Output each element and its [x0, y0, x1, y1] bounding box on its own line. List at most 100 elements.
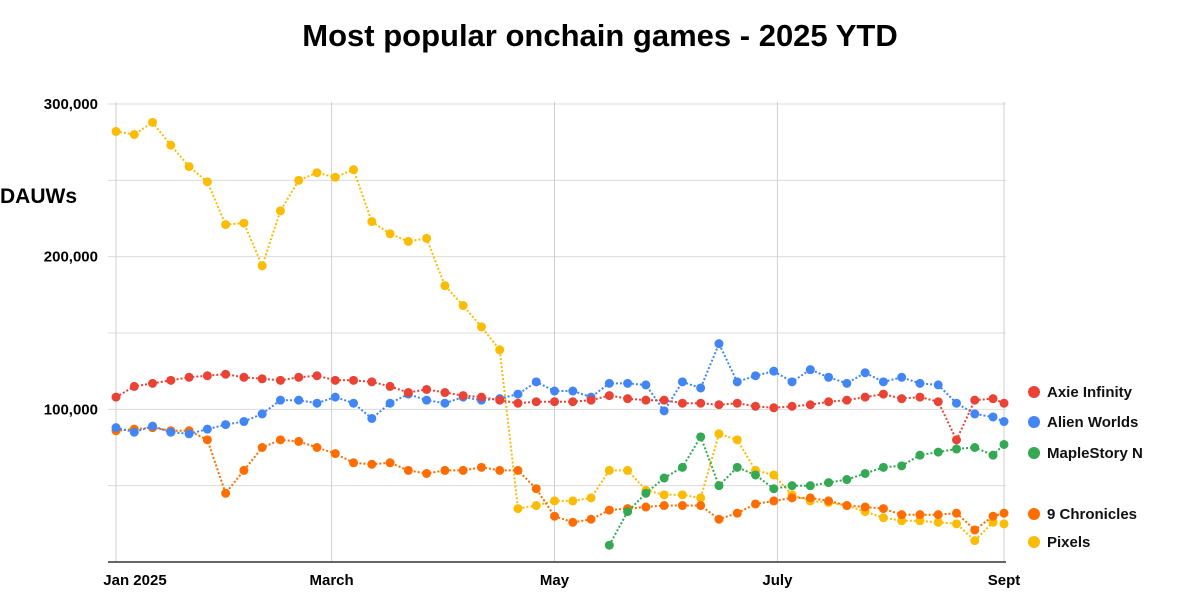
- legend-item: 9 Chronicles: [1028, 506, 1137, 523]
- y-tick-label: 100,000: [44, 401, 98, 418]
- data-point: [257, 374, 267, 384]
- data-point: [148, 378, 158, 388]
- data-point: [988, 412, 998, 422]
- data-point: [422, 468, 432, 478]
- data-point: [805, 481, 815, 491]
- axes: Jan 2025 March May July Sept 100,000 200,000 30…: [44, 96, 1020, 589]
- data-point: [275, 375, 285, 385]
- data-point: [458, 301, 468, 311]
- data-point: [970, 525, 980, 535]
- x-tick-label: July: [762, 572, 793, 589]
- data-point: [805, 493, 815, 503]
- data-point: [805, 400, 815, 410]
- data-point: [659, 473, 669, 483]
- data-point: [312, 398, 322, 408]
- data-point: [696, 493, 706, 503]
- legend-marker: [1028, 447, 1040, 459]
- data-point: [677, 377, 687, 387]
- data-point: [732, 462, 742, 472]
- data-point: [312, 371, 322, 381]
- data-point: [476, 392, 486, 402]
- data-point: [184, 162, 194, 172]
- data-point: [221, 369, 231, 379]
- data-point: [732, 398, 742, 408]
- data-point: [988, 394, 998, 404]
- data-point: [951, 508, 961, 518]
- data-point: [403, 236, 413, 246]
- data-point: [202, 177, 212, 187]
- data-point: [604, 391, 614, 401]
- data-point: [349, 398, 359, 408]
- data-point: [677, 398, 687, 408]
- data-point: [531, 397, 541, 407]
- data-point: [294, 436, 304, 446]
- series-axie-infinity: [111, 369, 1009, 445]
- legend-label: Pixels: [1047, 534, 1090, 551]
- data-point: [677, 501, 687, 511]
- data-point: [367, 413, 377, 423]
- data-point: [294, 395, 304, 405]
- data-point: [239, 372, 249, 382]
- data-point: [769, 484, 779, 494]
- data-point: [623, 465, 633, 475]
- data-point: [751, 371, 761, 381]
- data-point: [623, 507, 633, 517]
- data-point: [787, 481, 797, 491]
- data-point: [714, 339, 724, 349]
- data-point: [166, 140, 176, 150]
- data-point: [221, 220, 231, 230]
- data-point: [897, 510, 907, 520]
- data-point: [129, 427, 139, 437]
- series-alien-worlds: [111, 339, 1009, 439]
- data-point: [824, 397, 834, 407]
- data-point: [330, 392, 340, 402]
- data-point: [999, 519, 1009, 529]
- data-point: [970, 409, 980, 419]
- data-point: [476, 322, 486, 332]
- data-point: [349, 458, 359, 468]
- legend-label: 9 Chronicles: [1047, 506, 1137, 523]
- data-point: [751, 470, 761, 480]
- data-point: [659, 406, 669, 416]
- data-point: [805, 365, 815, 375]
- data-point: [422, 233, 432, 243]
- data-point: [714, 429, 724, 439]
- data-point: [732, 435, 742, 445]
- data-point: [878, 504, 888, 514]
- data-point: [221, 488, 231, 498]
- legend-marker: [1028, 416, 1040, 428]
- x-tick-label: Sept: [988, 572, 1021, 589]
- data-point: [184, 372, 194, 382]
- y-tick-label: 300,000: [44, 96, 98, 113]
- data-point: [385, 229, 395, 239]
- data-point: [999, 439, 1009, 449]
- legend-marker: [1028, 508, 1040, 520]
- data-point: [440, 281, 450, 291]
- series-line: [608, 434, 1005, 546]
- data-point: [999, 398, 1009, 408]
- data-point: [878, 389, 888, 399]
- data-point: [933, 447, 943, 457]
- data-point: [999, 417, 1009, 427]
- data-point: [951, 519, 961, 529]
- data-point: [897, 372, 907, 382]
- data-point: [385, 398, 395, 408]
- legend-item: Axie Infinity: [1028, 384, 1133, 401]
- data-point: [550, 397, 560, 407]
- data-point: [330, 172, 340, 182]
- data-point: [367, 459, 377, 469]
- gridlines: [108, 102, 1006, 562]
- data-point: [275, 435, 285, 445]
- data-point: [933, 380, 943, 390]
- data-point: [202, 371, 212, 381]
- legend-label: Alien Worlds: [1047, 414, 1138, 431]
- data-point: [531, 501, 541, 511]
- data-point: [458, 391, 468, 401]
- data-point: [458, 465, 468, 475]
- data-point: [915, 510, 925, 520]
- series-pixels: [111, 117, 1009, 546]
- data-point: [696, 398, 706, 408]
- data-point: [970, 536, 980, 546]
- data-point: [787, 493, 797, 503]
